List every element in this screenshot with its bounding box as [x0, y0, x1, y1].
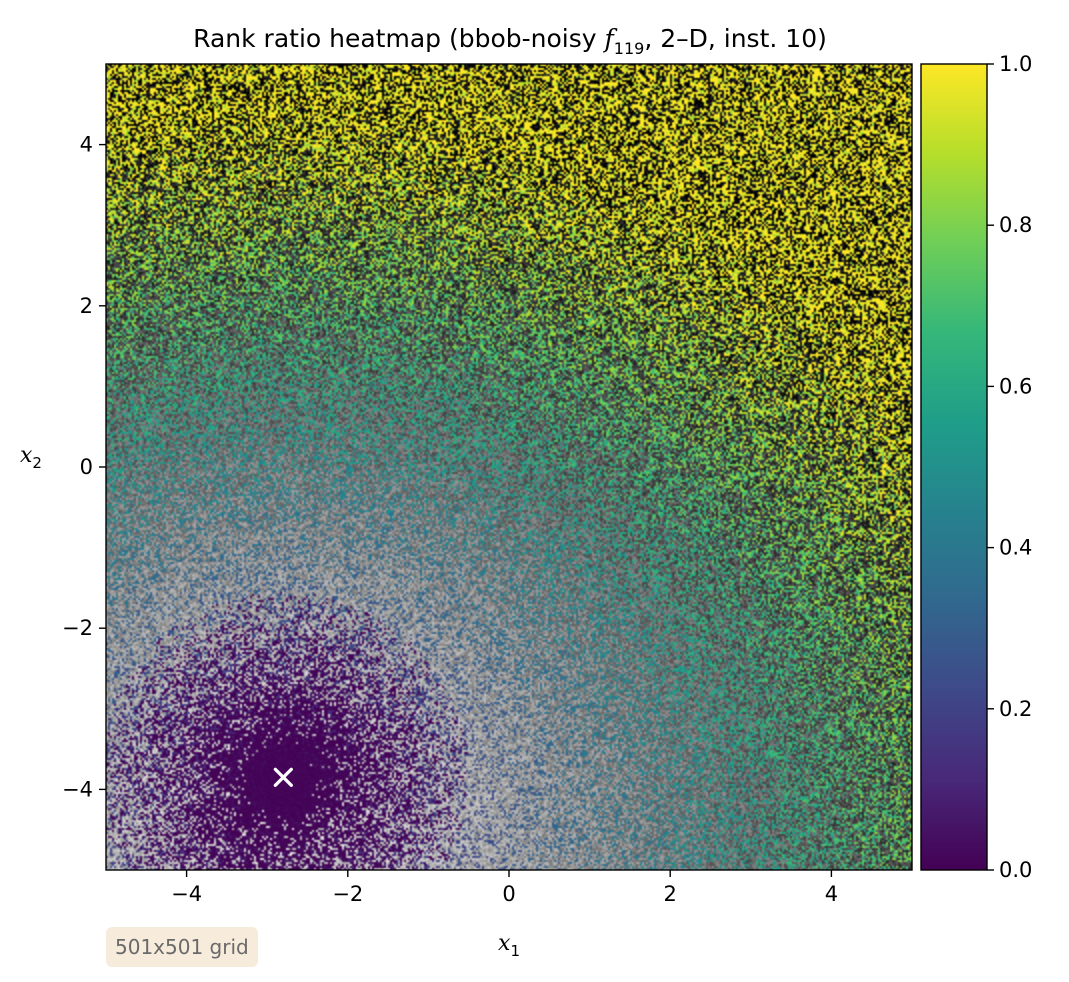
y-tick-label: 2 [80, 294, 93, 318]
colorbar-tick-label: 1.0 [999, 52, 1032, 76]
optimum-marker-stroke [273, 767, 293, 787]
optimum-marker [273, 767, 293, 787]
colorbar: 0.0 0.2 0.4 0.6 0.8 1.0 [920, 52, 1032, 882]
x-tick-label: 2 [664, 882, 677, 906]
colorbar-tick-label: 0.0 [999, 858, 1032, 882]
chart-title: Rank ratio heatmap (bbob-noisy f119, 2–D… [193, 24, 827, 58]
heatmap-image [106, 64, 912, 870]
x-tick-label: −4 [171, 882, 202, 906]
colorbar-tick-label: 0.4 [999, 536, 1032, 560]
colorbar-tick-label: 0.2 [999, 697, 1032, 721]
y-axis-ticks: −4 −2 0 2 4 [62, 133, 106, 801]
x-axis-label: x1 [498, 931, 520, 960]
colorbar-ticks: 0.0 0.2 0.4 0.6 0.8 1.0 [987, 52, 1032, 882]
x-axis-ticks: −4 −2 0 2 4 [171, 870, 838, 906]
grid-size-badge: 501x501 grid [106, 927, 258, 967]
y-tick-label: −2 [62, 616, 93, 640]
y-tick-label: −4 [62, 777, 93, 801]
y-axis-label: x2 [20, 443, 42, 472]
y-tick-label: 0 [80, 455, 93, 479]
colorbar-tick-label: 0.8 [999, 213, 1032, 237]
colorbar-frame [920, 63, 988, 871]
colorbar-fill [921, 64, 987, 870]
x-tick-label: −2 [332, 882, 363, 906]
colorbar-tick-label: 0.6 [999, 374, 1032, 398]
y-tick-label: 4 [80, 133, 93, 157]
x-tick-label: 0 [502, 882, 515, 906]
x-tick-label: 4 [825, 882, 838, 906]
heatmap-plot-area [105, 63, 913, 871]
